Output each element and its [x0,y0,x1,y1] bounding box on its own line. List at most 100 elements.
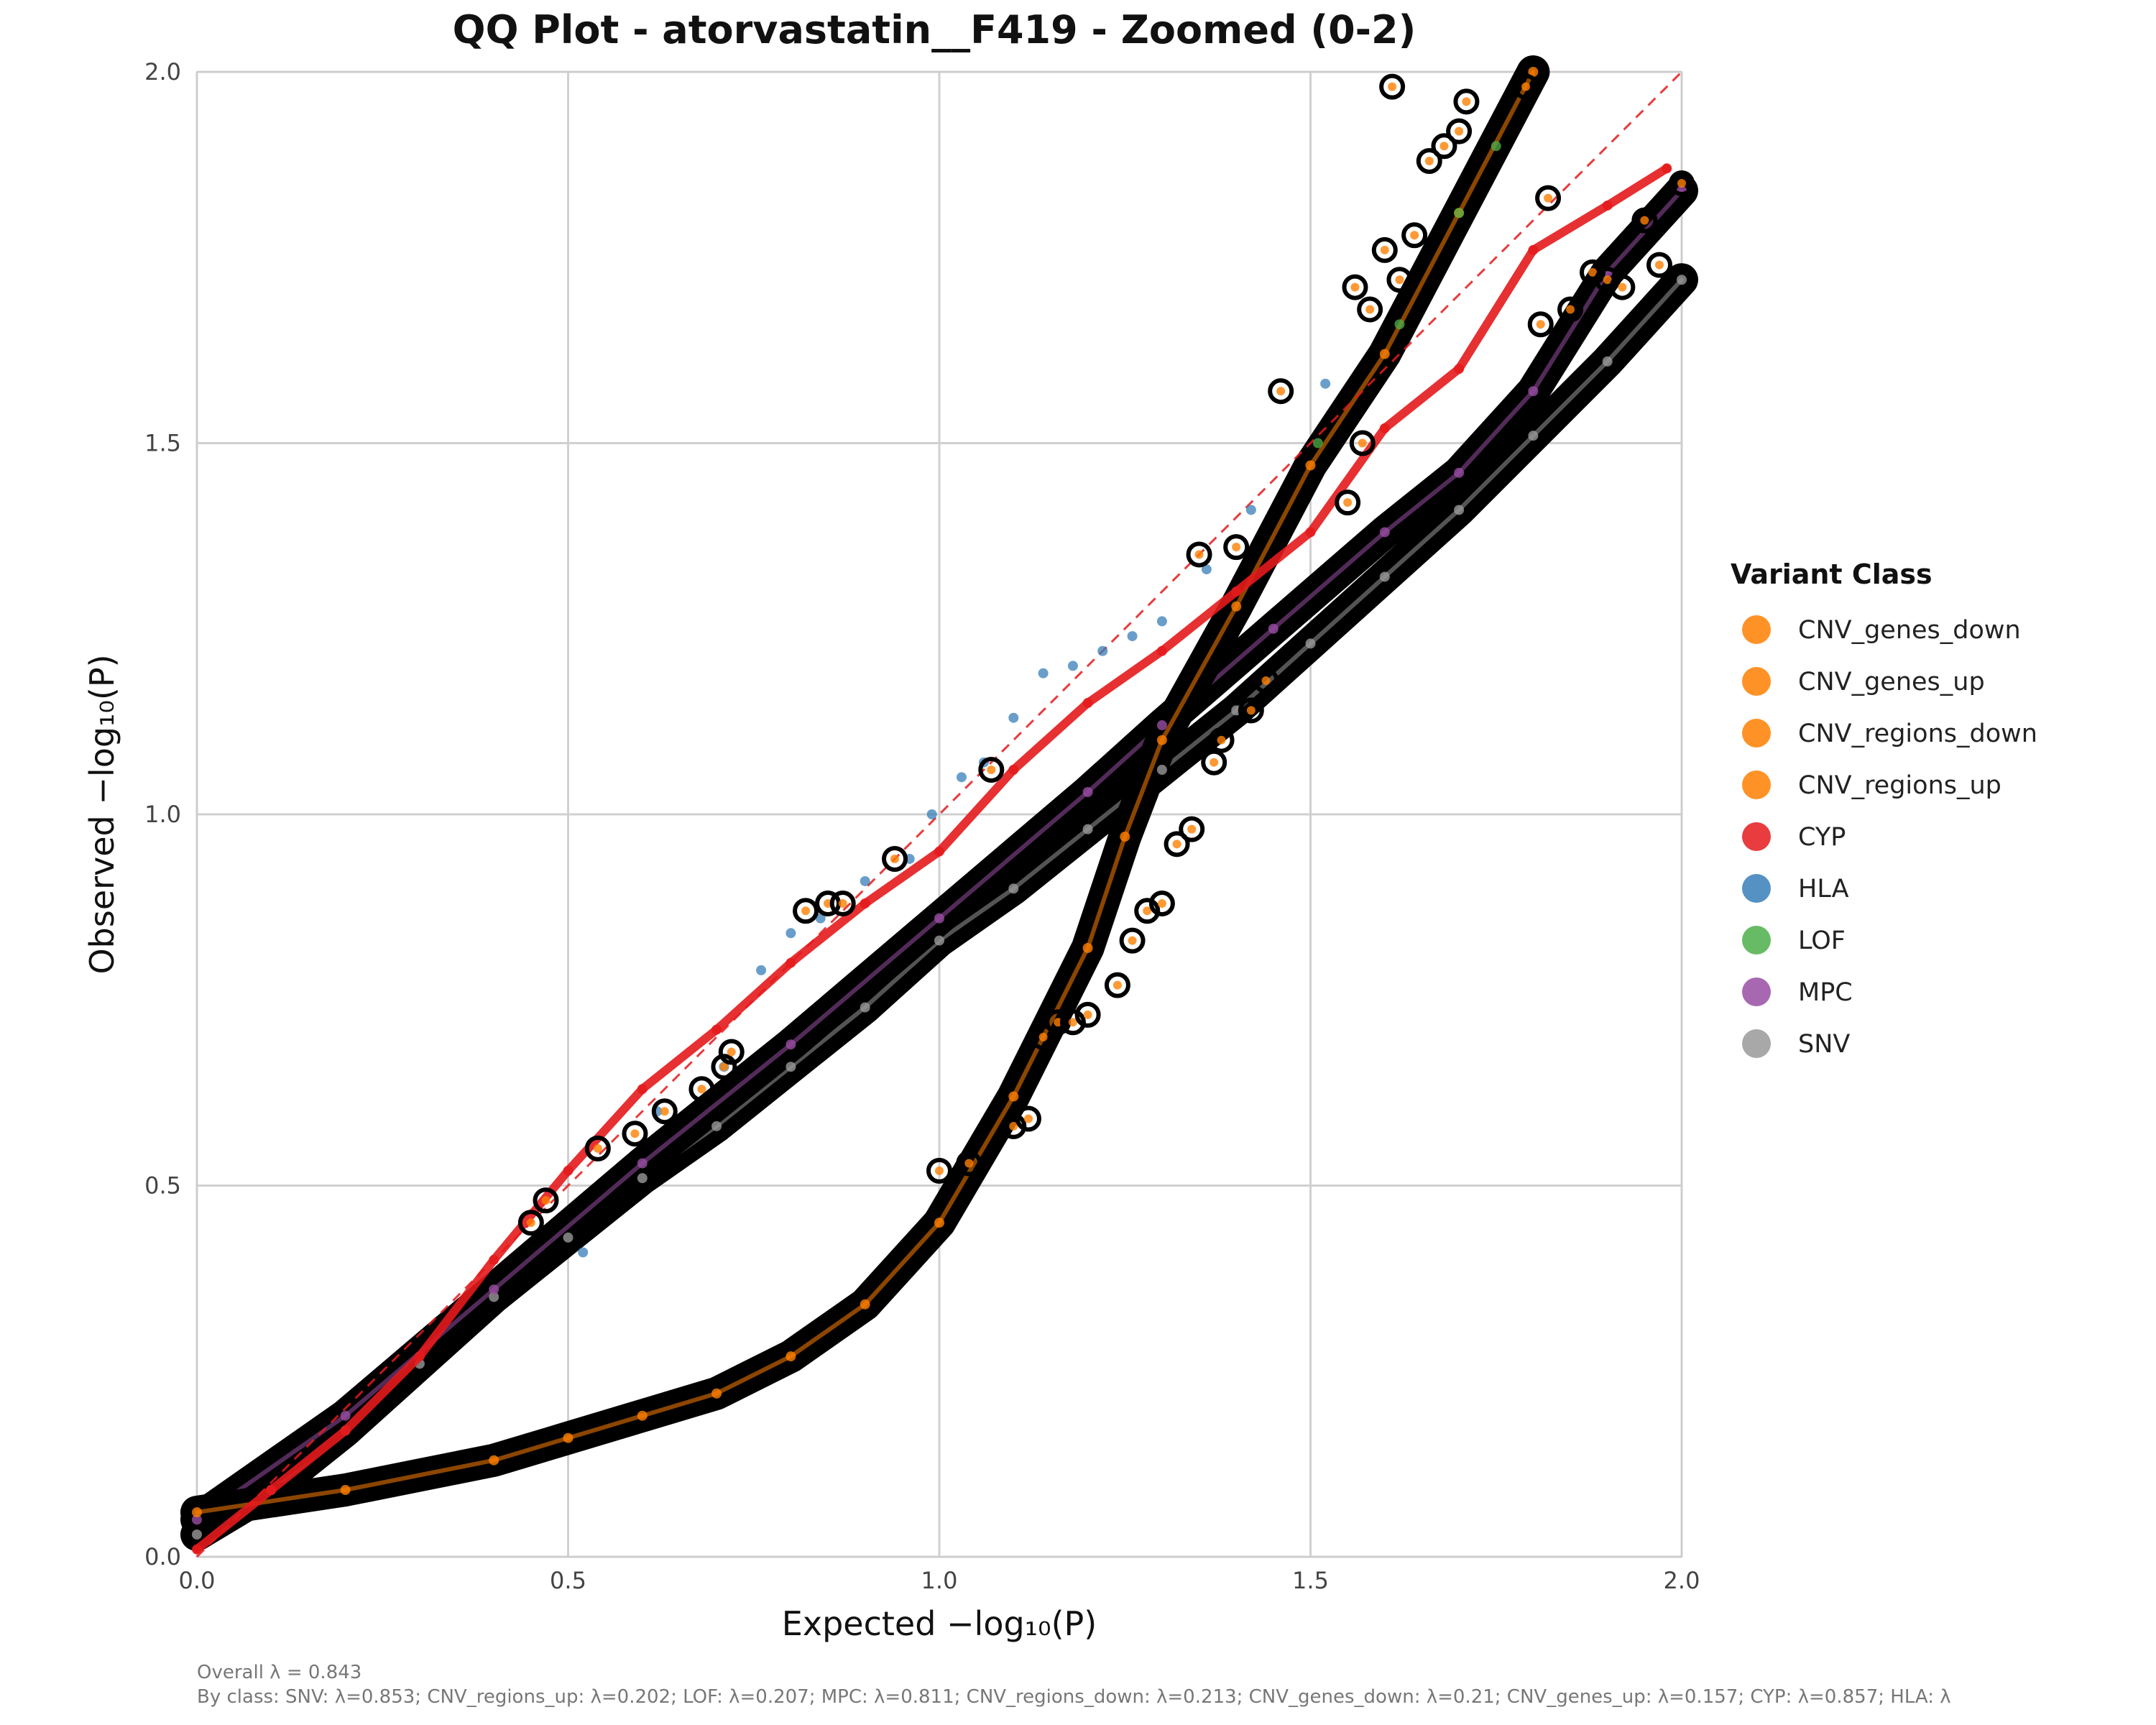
highlighted-point-ring [1446,118,1473,144]
y-tick-label: 2.0 [144,58,181,86]
snv-point [1602,356,1613,367]
hla-point [1097,645,1108,656]
highlighted-point-ring [533,1187,559,1214]
x-tick-label: 1.0 [921,1567,958,1594]
highlighted-point-ring [651,1098,678,1125]
lof-point [1312,438,1323,448]
hla-point [756,965,767,975]
cnv-regions-up-point [786,1351,796,1362]
snv-point [1305,638,1316,649]
cnv-regions-up-point [340,1485,351,1496]
legend-label: CNV_regions_down [1798,719,2037,748]
highlighted-point-dot [1462,97,1471,106]
highlighted-point-dot [935,1166,944,1175]
mpc-point [1454,467,1465,478]
hla-point [1320,378,1331,389]
chart-canvas: QQ Plot - atorvastatin__F419 - Zoomed (0… [83,7,2037,1643]
highlighted-point-ring [1164,831,1190,857]
legend-label: CNV_regions_up [1798,771,2001,800]
x-tick-label: 2.0 [1664,1567,1700,1594]
cyp-point [414,1351,425,1362]
legend-item-cnv-regions-up: CNV_regions_up [1742,770,2001,800]
highlighted-point-ring [1669,170,1695,196]
highlighted-point-ring [1527,311,1554,338]
snv-point [1008,883,1019,894]
highlighted-point-dot [1194,550,1204,559]
cyp-point [1082,698,1093,709]
mpc-point [1156,720,1167,731]
legend-label: CYP [1798,823,1846,852]
chart-title: QQ Plot - atorvastatin__F419 - Zoomed (0… [453,7,1416,52]
highlighted-point-ring [829,890,856,916]
cyp-point [786,957,796,968]
lof-point [1491,141,1501,152]
highlighted-point-dot [1143,906,1152,916]
mpc-point [934,913,944,924]
highlighted-point-ring [622,1121,648,1147]
highlighted-point-dot [1677,178,1686,188]
legend-marker [1742,822,1771,851]
highlighted-point-dot [1343,498,1353,507]
legend-title: Variant Class [1731,558,1932,590]
cyp-point [563,1165,573,1176]
highlighted-point-dot [1388,82,1397,91]
highlighted-point-ring [978,757,1005,783]
highlighted-point-ring [1201,749,1227,776]
cnv-regions-up-point [563,1432,573,1443]
legend-marker [1742,1029,1771,1058]
highlighted-point-dot [1536,320,1545,329]
highlighted-point-ring [1030,1024,1056,1050]
cnv-regions-up-point [1231,601,1242,612]
cyp-point [1454,364,1465,374]
highlighted-point-ring [1379,73,1406,100]
hla-point [815,913,826,924]
highlighted-point-dot [630,1129,640,1138]
lof-point [1394,319,1405,330]
snv-point [1454,505,1465,515]
hla-point [1156,616,1167,627]
highlighted-point-ring [1371,236,1398,263]
y-axis-label: Observed −log₁₀(P) [83,654,121,974]
hla-point [1245,505,1256,515]
highlighted-point-ring [1431,133,1457,160]
highlighted-points [517,73,1695,1236]
highlighted-point-ring [1104,972,1130,998]
highlighted-point-dot [1128,936,1137,945]
mpc-point [489,1284,499,1295]
highlighted-point-dot [1358,438,1367,448]
highlighted-point-ring [1401,222,1428,249]
highlighted-point-dot [660,1107,669,1116]
cyp-point [1008,765,1019,776]
highlighted-point-ring [1238,697,1264,724]
highlighted-point-ring [1557,296,1584,323]
highlighted-point-dot [801,906,811,916]
highlighted-point-ring [926,1157,952,1184]
highlighted-point-dot [1655,260,1664,270]
highlighted-point-ring [1631,207,1658,234]
highlighted-point-dot [1023,1114,1033,1123]
highlighted-point-dot [1424,156,1434,165]
highlighted-point-ring [711,1054,737,1080]
cnv-regions-up-point [860,1299,870,1310]
highlighted-point-ring [1453,88,1480,115]
highlighted-point-dot [890,854,900,863]
highlighted-point-dot [1112,980,1122,990]
highlighted-point-dot [1350,282,1360,292]
snv-point [1677,275,1687,285]
highlighted-point-ring [1349,430,1376,456]
highlighted-point-ring [1134,898,1161,924]
y-tick-label: 1.5 [144,430,181,457]
y-tick-label: 0.5 [144,1172,181,1200]
highlighted-point-dot [1410,231,1419,240]
highlighted-point-ring [1179,816,1205,842]
highlighted-point-ring [1513,73,1539,100]
cnv-regions-up-point [1379,349,1390,359]
cyp-point [1662,163,1672,174]
legend-item-cnv-genes-up: CNV_genes_up [1742,667,1985,696]
mpc-point [1379,527,1390,538]
legend-item-hla: HLA [1742,874,1849,903]
highlighted-point-dot [1038,1032,1048,1041]
highlighted-point-ring [1580,259,1606,285]
cyp-point [637,1084,648,1095]
highlighted-point-dot [964,1159,974,1168]
